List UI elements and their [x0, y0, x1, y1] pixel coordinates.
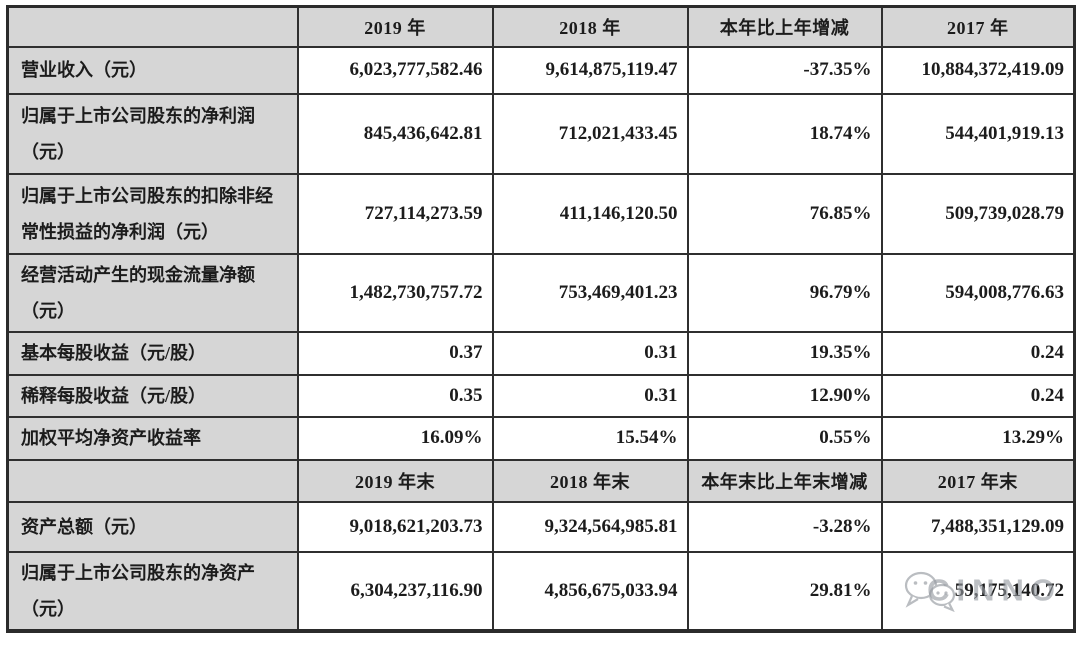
cell-2018: 0.31	[491, 373, 689, 418]
col-header-2017: 2017 年	[880, 5, 1076, 48]
cell-change: 96.79%	[686, 252, 883, 333]
cell-2018: 753,469,401.23	[491, 252, 689, 333]
header-blank-cell	[6, 458, 299, 503]
header-row-annual: 2019 年 2018 年 本年比上年增减 2017 年	[6, 5, 1076, 48]
cell-2019: 727,114,273.59	[296, 172, 494, 255]
table-row-net-profit-excl-nonrecurring: 归属于上市公司股东的扣除非经 常性损益的净利润（元） 727,114,273.5…	[6, 172, 1076, 255]
row-label: 加权平均净资产收益率	[6, 415, 299, 461]
obscured-net-assets-2017-value: 59,175,140.72	[954, 579, 1064, 601]
cell-change: -3.28%	[686, 500, 883, 553]
table-row-net-assets: 归属于上市公司股东的净资产 （元） 6,304,237,116.90 4,856…	[6, 550, 1076, 632]
row-label: 归属于上市公司股东的扣除非经 常性损益的净利润（元）	[6, 172, 299, 255]
cell-2018: 9,614,875,119.47	[491, 45, 689, 95]
row-label: 营业收入（元）	[6, 45, 299, 95]
cell-2017: 0.24	[880, 373, 1076, 418]
cell-2018: 0.31	[491, 330, 689, 376]
row-label: 基本每股收益（元/股）	[6, 330, 299, 376]
table-row-revenue: 营业收入（元） 6,023,777,582.46 9,614,875,119.4…	[6, 45, 1076, 95]
cell-2019: 0.37	[296, 330, 494, 376]
row-label: 经营活动产生的现金流量净额 （元）	[6, 252, 299, 333]
cell-change: 12.90%	[686, 373, 883, 418]
cell-2018: 712,021,433.45	[491, 92, 689, 175]
table-row-diluted-eps: 稀释每股收益（元/股） 0.35 0.31 12.90% 0.24	[6, 373, 1076, 418]
cell-2017: 0.24	[880, 330, 1076, 376]
table-row-basic-eps: 基本每股收益（元/股） 0.37 0.31 19.35% 0.24	[6, 330, 1076, 376]
cell-change: 19.35%	[686, 330, 883, 376]
table-row-total-assets: 资产总额（元） 9,018,621,203.73 9,324,564,985.8…	[6, 500, 1076, 553]
cell-2017: 7,488,351,129.09	[880, 500, 1076, 553]
col-header-2018: 2018 年	[491, 5, 689, 48]
table-row-net-profit: 归属于上市公司股东的净利润 （元） 845,436,642.81 712,021…	[6, 92, 1076, 175]
wechat-icon	[904, 571, 955, 612]
row-label: 归属于上市公司股东的净利润 （元）	[6, 92, 299, 175]
key-financial-data-table: 2019 年 2018 年 本年比上年增减 2017 年 营业收入（元） 6,0…	[6, 5, 1076, 633]
table-row-operating-cash-flow: 经营活动产生的现金流量净额 （元） 1,482,730,757.72 753,4…	[6, 252, 1076, 333]
cell-change: 29.81%	[686, 550, 883, 632]
cell-2018: 411,146,120.50	[491, 172, 689, 255]
col-header-2017-end: 2017 年末	[880, 458, 1076, 503]
cell-2019: 6,023,777,582.46	[296, 45, 494, 95]
cell-2017: 13.29%	[880, 415, 1076, 461]
row-label: 稀释每股收益（元/股）	[6, 373, 299, 418]
cell-2018: 9,324,564,985.81	[491, 500, 689, 553]
cell-2018: 15.54%	[491, 415, 689, 461]
cell-2019: 1,482,730,757.72	[296, 252, 494, 333]
cell-2019: 9,018,621,203.73	[296, 500, 494, 553]
cell-change: 18.74%	[686, 92, 883, 175]
cell-2019: 0.35	[296, 373, 494, 418]
row-label: 资产总额（元）	[6, 500, 299, 553]
header-row-year-end: 2019 年末 2018 年末 本年末比上年末增减 2017 年末	[6, 458, 1076, 503]
cell-2017: 10,884,372,419.09	[880, 45, 1076, 95]
table-row-weighted-avg-roe: 加权平均净资产收益率 16.09% 15.54% 0.55% 13.29%	[6, 415, 1076, 461]
cell-2018: 4,856,675,033.94	[491, 550, 689, 632]
cell-2017: 594,008,776.63	[880, 252, 1076, 333]
watermarked-value-wrap: 59,175,140.72 CINNO	[887, 556, 1064, 626]
row-label: 归属于上市公司股东的净资产 （元）	[6, 550, 299, 632]
cell-2019: 845,436,642.81	[296, 92, 494, 175]
col-header-2019-end: 2019 年末	[296, 458, 494, 503]
cell-2019: 16.09%	[296, 415, 494, 461]
col-header-year-end-change: 本年末比上年末增减	[686, 458, 883, 503]
header-blank-cell	[6, 5, 299, 48]
col-header-yoy-change: 本年比上年增减	[686, 5, 883, 48]
cell-2017-watermarked: 59,175,140.72 CINNO	[880, 550, 1076, 632]
cell-2017: 509,739,028.79	[880, 172, 1076, 255]
cell-change: -37.35%	[686, 45, 883, 95]
cell-change: 0.55%	[686, 415, 883, 461]
col-header-2018-end: 2018 年末	[491, 458, 689, 503]
col-header-2019: 2019 年	[296, 5, 494, 48]
cell-change: 76.85%	[686, 172, 883, 255]
cell-2019: 6,304,237,116.90	[296, 550, 494, 632]
cell-2017: 544,401,919.13	[880, 92, 1076, 175]
